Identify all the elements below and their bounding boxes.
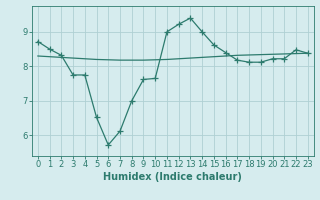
X-axis label: Humidex (Indice chaleur): Humidex (Indice chaleur) [103,172,242,182]
